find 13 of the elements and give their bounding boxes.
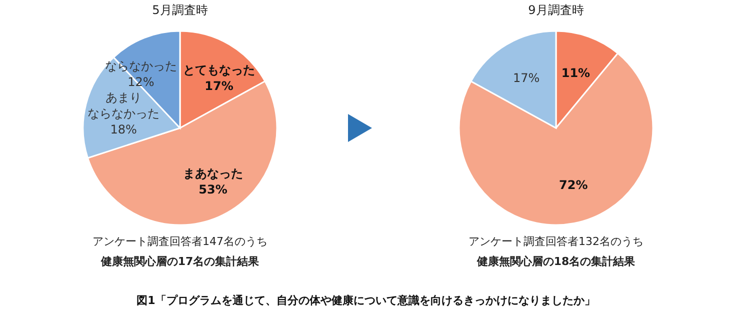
text: 健康無関心層の18名の集計結果 bbox=[476, 255, 636, 268]
slice-label: 72% bbox=[559, 178, 588, 192]
chart-title: 9月調査時 bbox=[528, 3, 584, 17]
slice-label: とてもなった 17% bbox=[183, 62, 255, 93]
slice-label: あまりならなかった 18% bbox=[88, 90, 160, 137]
text: アンケート調査回答者132名のうち bbox=[468, 235, 644, 248]
text: アンケート調査回答者147名のうち bbox=[92, 235, 268, 248]
text: 健康無関心層の17名の集計結果 bbox=[100, 255, 260, 268]
slice-label: まあなった 53% bbox=[183, 166, 243, 197]
chart-title: 5月調査時 bbox=[152, 3, 208, 17]
slice-label: 17% bbox=[513, 70, 540, 85]
caption: 図1「プログラムを通じて、自分の体や健康について意識を向けるきっかけになりましたか」 bbox=[136, 294, 596, 307]
slice-label: 11% bbox=[561, 66, 590, 80]
